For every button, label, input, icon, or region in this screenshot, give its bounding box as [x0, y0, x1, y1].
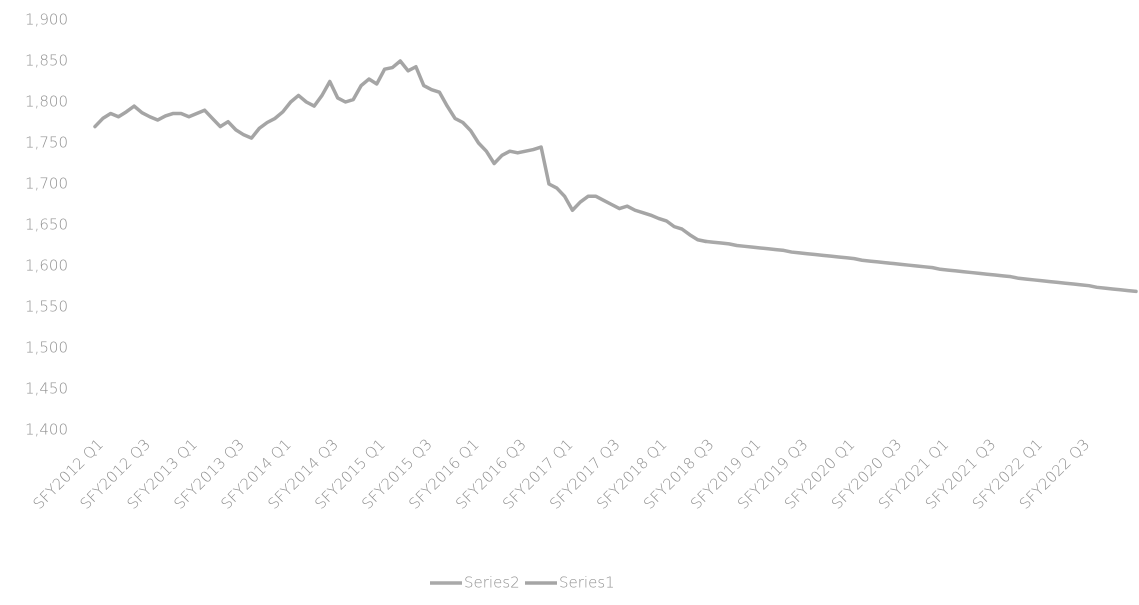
y-tick-label: 1,700 — [25, 175, 68, 193]
series-line — [703, 239, 1138, 294]
series-line — [93, 59, 708, 244]
y-tick-label: 1,800 — [25, 93, 68, 111]
y-tick-label: 1,650 — [25, 216, 68, 234]
legend-label: Series1 — [559, 574, 615, 592]
y-tick-label: 1,450 — [25, 380, 68, 398]
y-tick-label: 1,600 — [25, 257, 68, 275]
y-tick-label: 1,550 — [25, 298, 68, 316]
y-tick-label: 1,400 — [25, 421, 68, 439]
y-tick-label: 1,850 — [25, 52, 68, 70]
y-tick-label: 1,750 — [25, 134, 68, 152]
y-tick-label: 1,500 — [25, 339, 68, 357]
legend-label: Series2 — [464, 574, 520, 592]
y-tick-label: 1,900 — [25, 11, 68, 29]
